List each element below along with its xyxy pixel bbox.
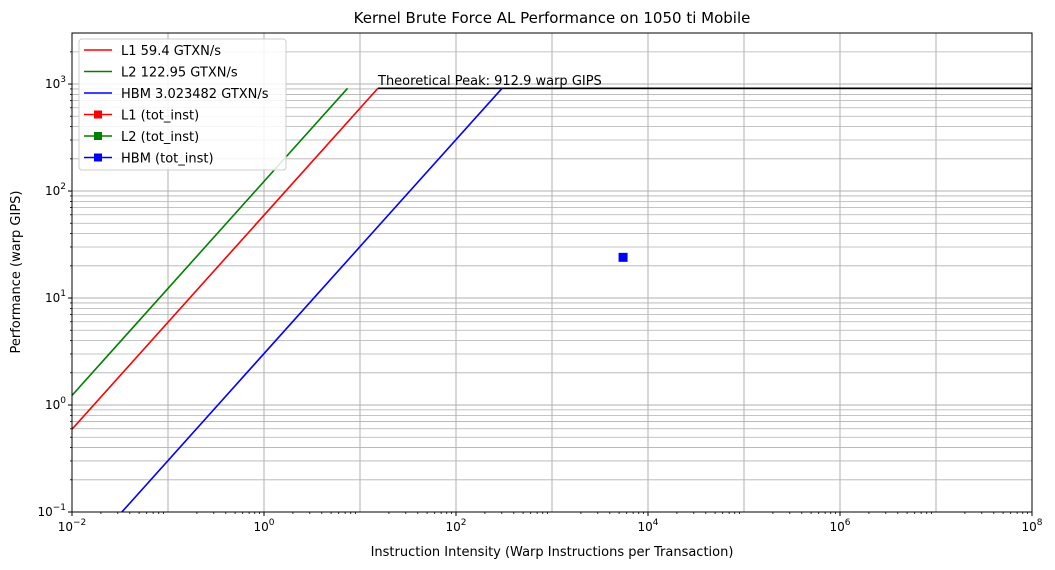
x-tick-label: 102: [445, 518, 466, 534]
roofline-l2: [72, 87, 349, 396]
legend-entry: L1 59.4 GTXN/s: [121, 44, 221, 59]
x-tick-label: 100: [253, 518, 274, 534]
chart-title: Kernel Brute Force AL Performance on 105…: [354, 9, 751, 27]
y-tick-label: 103: [45, 75, 66, 91]
data-point: [618, 252, 628, 262]
x-tick-label: 108: [1021, 518, 1042, 534]
plot-frame: [71, 32, 1033, 513]
legend-marker: [94, 153, 102, 162]
legend-marker: [94, 110, 102, 119]
plot-series: [72, 87, 1032, 512]
legend: L1 59.4 GTXN/s L2 122.95 GTXN/s HBM 3.0234…: [78, 38, 287, 171]
y-axis-label: Performance (warp GIPS): [9, 191, 24, 354]
y-tick-label: 10−1: [37, 503, 66, 519]
legend-entry: HBM 3.023482 GTXN/s: [121, 87, 269, 102]
legend-entry: L1 (tot_inst): [121, 109, 199, 124]
x-tick-label: 104: [637, 518, 658, 534]
x-axis-label: Instruction Intensity (Warp Instructions…: [371, 545, 734, 560]
legend-box: [78, 38, 287, 171]
legend-entry: L2 (tot_inst): [121, 130, 199, 145]
x-tick-label: 10−2: [58, 518, 87, 534]
peak-annotation: Theoretical Peak: 912.9 warp GIPS: [377, 74, 602, 89]
roofline-hbm: [120, 87, 503, 512]
roofline-l1: [72, 87, 379, 430]
y-tick-label: 101: [45, 289, 66, 305]
y-tick-label: 102: [45, 182, 66, 198]
legend-entry: HBM (tot_inst): [121, 152, 214, 167]
legend-entry: L2 122.95 GTXN/s: [121, 66, 238, 81]
legend-marker: [94, 132, 102, 140]
y-tick-label: 100: [45, 396, 66, 412]
x-tick-label: 106: [829, 518, 850, 534]
